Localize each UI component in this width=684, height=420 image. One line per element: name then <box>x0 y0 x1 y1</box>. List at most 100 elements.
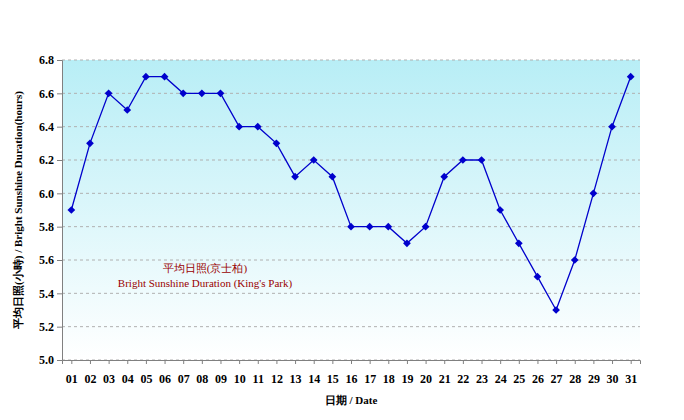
x-tick-label: 04 <box>122 372 134 386</box>
x-tick-label: 03 <box>103 372 115 386</box>
x-tick: 10 <box>234 360 246 386</box>
x-tick-mark <box>258 360 259 364</box>
x-tick: 11 <box>253 360 264 386</box>
x-tick-mark <box>276 360 277 364</box>
y-tick-mark <box>57 127 62 128</box>
marker <box>403 239 411 247</box>
marker <box>273 139 281 147</box>
x-axis-line <box>63 361 641 365</box>
x-tick-label: 31 <box>625 372 637 386</box>
x-tick-mark <box>220 360 221 364</box>
marker <box>384 223 392 231</box>
y-tick-mark <box>57 227 62 228</box>
x-tick-mark <box>575 360 576 364</box>
x-tick-mark <box>146 360 147 364</box>
x-tick-label: 09 <box>215 372 227 386</box>
y-tick: 5.8 <box>39 220 62 234</box>
y-tick-label: 6.6 <box>39 87 54 101</box>
x-tick: 25 <box>513 360 525 386</box>
x-axis: 0102030405060708091011121314151617181920… <box>63 360 641 386</box>
x-tick: 03 <box>103 360 115 386</box>
annotation: 平均日照(京士柏) <box>163 262 248 275</box>
x-tick-mark <box>482 360 483 364</box>
x-tick-label: 10 <box>234 372 246 386</box>
x-tick-label: 20 <box>420 372 432 386</box>
y-axis-title: 平均日照(小時) / Bright Sunshine Duration(hour… <box>12 91 25 330</box>
x-tick: 29 <box>588 360 600 386</box>
x-tick-mark <box>556 360 557 364</box>
x-tick-mark <box>593 360 594 364</box>
marker <box>422 223 430 231</box>
x-tick: 24 <box>495 360 507 386</box>
y-tick: 5.4 <box>39 287 62 301</box>
x-tick: 27 <box>551 360 563 386</box>
x-tick-label: 17 <box>364 372 376 386</box>
x-tick-mark <box>444 360 445 364</box>
x-tick-mark <box>631 360 632 364</box>
x-tick: 28 <box>569 360 581 386</box>
x-tick: 26 <box>532 360 544 386</box>
marker <box>86 139 94 147</box>
y-tick: 6.6 <box>39 87 62 101</box>
x-tick-label: 27 <box>551 372 563 386</box>
y-tick: 6.2 <box>39 153 62 167</box>
x-tick: 30 <box>607 360 619 386</box>
grid-line <box>62 160 640 161</box>
y-axis: 5.05.25.45.65.86.06.26.46.66.8 <box>39 53 63 367</box>
marker <box>235 123 243 131</box>
annotations: 平均日照(京士柏) Bright Sunshine Duration (King'… <box>118 262 293 290</box>
marker <box>478 156 486 164</box>
grid-line <box>62 326 640 327</box>
x-tick-label: 11 <box>253 372 264 386</box>
x-tick: 21 <box>439 360 451 386</box>
y-tick-mark <box>57 193 62 194</box>
marker <box>627 73 635 81</box>
annotation: Bright Sunshine Duration (King's Park) <box>118 277 293 290</box>
y-tick-mark <box>57 93 62 94</box>
x-tick-mark <box>332 360 333 364</box>
x-tick: 13 <box>290 360 302 386</box>
x-tick-mark <box>71 360 72 364</box>
x-tick-label: 15 <box>327 372 339 386</box>
y-tick-label: 5.0 <box>39 353 54 367</box>
x-tick-label: 06 <box>159 372 171 386</box>
x-tick-mark <box>90 360 91 364</box>
y-tick-label: 6.0 <box>39 187 54 201</box>
marker <box>67 206 75 214</box>
x-tick: 02 <box>84 360 96 386</box>
y-tick-mark <box>57 360 62 361</box>
marker <box>254 123 262 131</box>
marker <box>142 73 150 81</box>
x-tick-label: 22 <box>457 372 469 386</box>
x-tick-label: 12 <box>271 372 283 386</box>
y-tick: 6.8 <box>39 53 62 67</box>
x-tick-label: 24 <box>495 372 507 386</box>
x-tick-mark <box>370 360 371 364</box>
x-tick: 05 <box>140 360 152 386</box>
grid-line <box>62 293 640 294</box>
x-tick: 15 <box>327 360 339 386</box>
y-tick-mark <box>57 293 62 294</box>
marker <box>496 206 504 214</box>
x-tick-label: 02 <box>84 372 96 386</box>
y-tick-mark <box>57 160 62 161</box>
x-tick: 07 <box>178 360 190 386</box>
y-tick-label: 5.8 <box>39 220 54 234</box>
marker <box>328 173 336 181</box>
y-tick-mark <box>57 327 62 328</box>
y-tick-label: 6.8 <box>39 53 54 67</box>
y-tick-label: 6.4 <box>39 120 54 134</box>
grid-line <box>62 126 640 127</box>
x-tick-label: 28 <box>569 372 581 386</box>
x-tick-mark <box>537 360 538 364</box>
y-tick: 6.0 <box>39 187 62 201</box>
y-tick: 5.2 <box>39 320 62 334</box>
y-tick-label: 5.2 <box>39 320 54 334</box>
x-tick-label: 21 <box>439 372 451 386</box>
x-tick: 23 <box>476 360 488 386</box>
marker <box>123 106 131 114</box>
x-tick-mark <box>500 360 501 364</box>
x-axis-title: 日期 / Date <box>325 394 378 406</box>
x-tick-mark <box>127 360 128 364</box>
plot-background <box>62 60 640 360</box>
